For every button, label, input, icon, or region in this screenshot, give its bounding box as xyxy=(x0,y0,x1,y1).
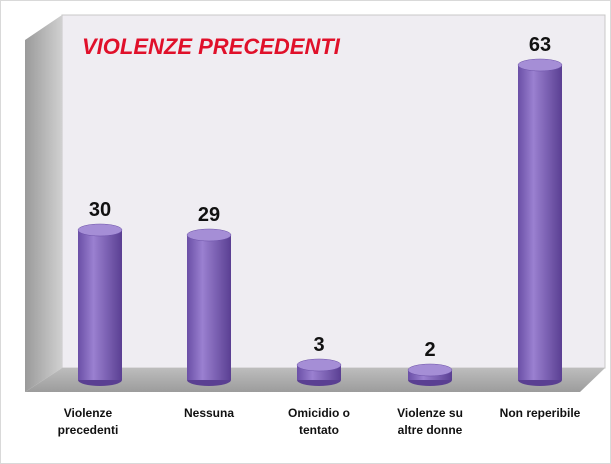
x-tick-label: Violenze su altre donne xyxy=(397,406,463,437)
bar xyxy=(78,230,122,380)
data-label: 3 xyxy=(313,334,324,356)
data-label: 2 xyxy=(424,339,435,361)
bar-top xyxy=(186,228,232,242)
bar xyxy=(187,235,231,380)
side-wall xyxy=(25,15,62,392)
x-tick-label: Non reperibile xyxy=(499,406,581,420)
chart-title: VIOLENZE PRECEDENTI xyxy=(82,34,341,59)
x-tick-label: Omicidio o tentato xyxy=(287,406,350,437)
bar-top xyxy=(77,223,123,237)
data-label: 30 xyxy=(89,199,111,221)
x-tick-label: Violenze precedenti xyxy=(57,406,119,437)
x-tick-label: Nessuna xyxy=(183,406,235,420)
bar-top xyxy=(407,363,453,377)
bar-top xyxy=(517,58,563,72)
data-label: 63 xyxy=(529,34,551,56)
back-wall xyxy=(61,14,606,369)
bar xyxy=(518,65,562,380)
data-label: 29 xyxy=(198,204,220,226)
bar-top xyxy=(296,358,342,372)
